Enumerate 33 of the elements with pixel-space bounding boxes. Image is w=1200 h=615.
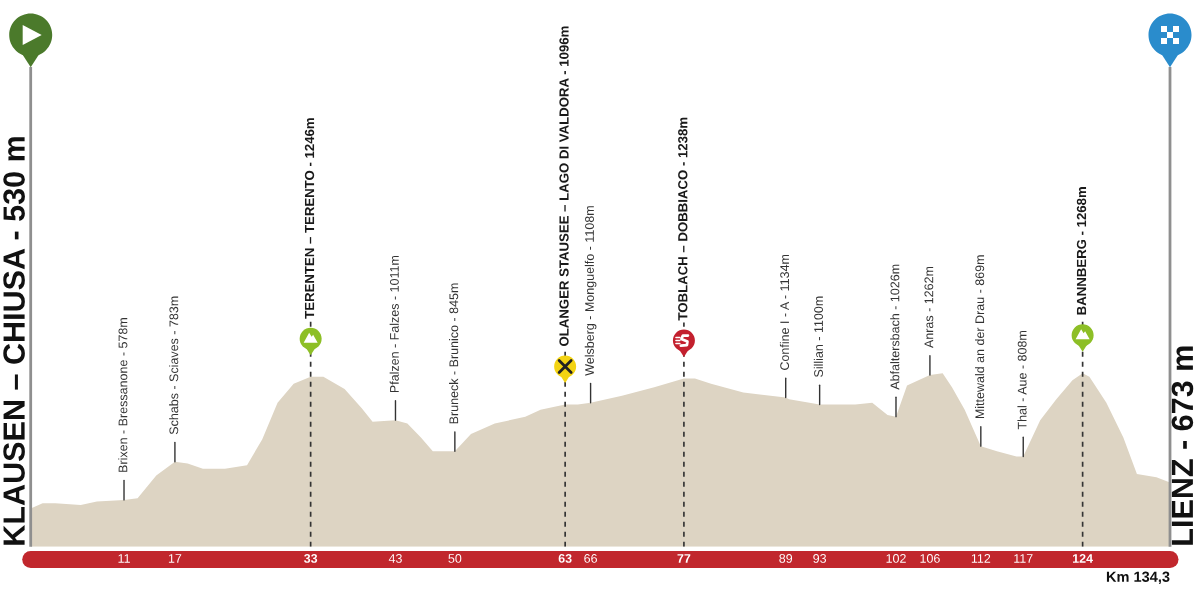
x-tick-label: 124 <box>1072 554 1093 563</box>
annotation: Schabs - Sciaves - 783m <box>169 296 179 435</box>
ref-line-label: LIENZ - 673 m <box>1171 346 1194 545</box>
x-tick-label: 93 <box>813 554 827 563</box>
x-tick-label: 89 <box>779 554 793 563</box>
ref-line-label: KLAUSEN – CHIUSA - 530 m <box>3 137 25 545</box>
x-tick-label: 43 <box>388 554 402 563</box>
x-tick-label: 102 <box>886 554 906 563</box>
ref-line-label: TERENTEN – TERENTO - 1246m <box>304 118 315 319</box>
annotation: Confine I - A - 1134m <box>779 254 790 370</box>
x-tick-label: 17 <box>168 554 182 563</box>
annotation: Abfaltersbach - 1026m <box>890 264 900 390</box>
text: Km 134,3 <box>1106 571 1170 585</box>
annotation: Pfalzen - Falzes - 1011m <box>389 255 399 393</box>
x-tick-label: 33 <box>303 554 318 563</box>
ref-line-label: BANNBERG - 1268m <box>1076 187 1087 315</box>
x-tick-label: 117 <box>1014 554 1033 563</box>
annotation: Thal - Aue - 808m <box>1017 331 1027 430</box>
x-tick-label: 63 <box>558 554 572 563</box>
x-tick-label: 112 <box>971 554 991 563</box>
annotation: Anras - 1262m <box>924 266 934 349</box>
x-tick-label: 50 <box>448 554 462 563</box>
ref-line-label: OLANGER STAUSEE – LAGO DI VALDORA - 1096m <box>559 26 569 346</box>
x-tick-label: 106 <box>920 554 940 563</box>
annotation: Mittewald an der Drau - 869m <box>975 255 985 419</box>
annotation: Bruneck - Brunico - 845m <box>449 283 459 424</box>
ref-line-label: TOBLACH – DOBBIACO - 1238m <box>678 117 688 321</box>
x-tick-label: 66 <box>584 554 597 563</box>
x-tick-label: 77 <box>677 554 691 563</box>
annotation: Sillian - 1100m <box>813 296 823 377</box>
x-tick-label: 11 <box>118 554 130 563</box>
annotation: Welsberg - Monguelfo - 1108m <box>584 206 597 376</box>
annotation: Brixen - Bressanone - 578m <box>118 318 128 472</box>
